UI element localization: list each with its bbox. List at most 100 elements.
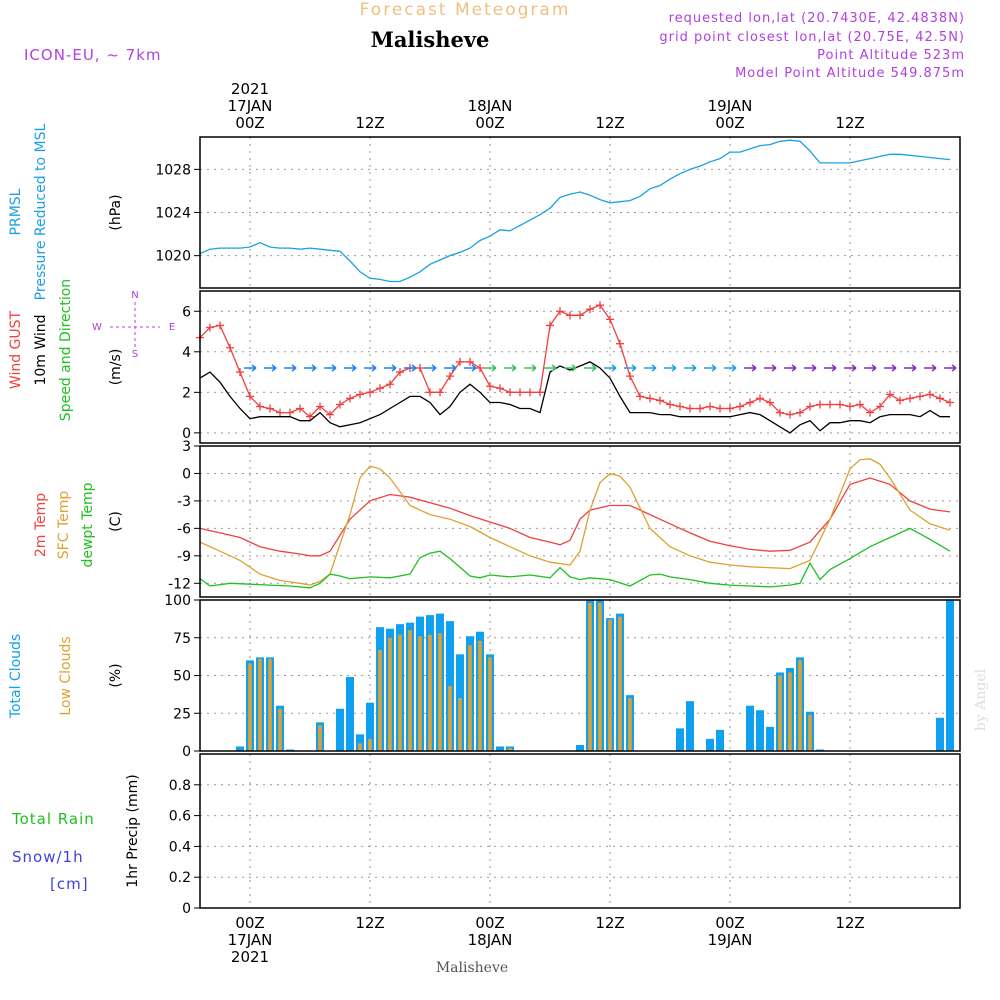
gust-marker [466, 357, 474, 366]
low-cloud-bar [268, 658, 272, 751]
gust-marker [386, 380, 394, 389]
panel-title-line: PRMSL [8, 188, 24, 235]
gust-marker [616, 339, 624, 348]
gust-marker [836, 400, 844, 409]
gust-marker [926, 390, 934, 399]
gust-marker [656, 396, 664, 405]
footer-location: Malisheve [436, 960, 508, 976]
gust-marker [336, 400, 344, 409]
time-axis-label: 12Z [595, 114, 624, 132]
gust-marker [396, 368, 404, 377]
gust-marker [376, 384, 384, 393]
gust-marker [206, 323, 214, 332]
gust-marker [346, 394, 354, 403]
series-line-dewpt-temp [199, 527, 951, 589]
gust-marker [866, 408, 874, 417]
gust-marker [446, 372, 454, 381]
wind-direction-arrow [344, 364, 357, 372]
gust-marker [686, 404, 694, 413]
wind-direction-arrow [844, 364, 857, 372]
gust-marker [576, 311, 584, 320]
wind-direction-arrow [824, 364, 837, 372]
credit-watermark: by Angel [973, 668, 989, 731]
low-cloud-bar [798, 660, 802, 751]
series-line-wind-gust [199, 304, 951, 418]
total-cloud-bar [356, 734, 364, 751]
y-tick-label: 0 [182, 901, 191, 917]
gust-marker [276, 408, 284, 417]
y-axis-label: (hPa) [108, 194, 124, 230]
meteogram-title: Forecast Meteogram [360, 0, 571, 20]
gust-marker [946, 398, 954, 407]
low-cloud-bar [508, 747, 512, 751]
y-tick-label: 4 [182, 345, 191, 361]
wind-direction-arrow [244, 364, 257, 372]
time-axis-label: 17JAN [228, 97, 273, 115]
y-tick-label: 0.8 [169, 778, 191, 794]
time-axis-label: 19JAN [708, 931, 753, 949]
wind-compass: N S W E [92, 290, 175, 360]
gust-marker [886, 390, 894, 399]
time-axis-label: 00Z [475, 114, 504, 132]
low-cloud-bar [428, 634, 432, 751]
y-tick-label: 2 [182, 385, 191, 401]
panel-title-line: Low Clouds [58, 636, 74, 715]
y-tick-label: 25 [173, 706, 191, 722]
time-axis-label: 00Z [235, 114, 264, 132]
time-axis-label: 00Z [715, 914, 744, 932]
gust-marker [626, 372, 634, 381]
low-cloud-bar [608, 619, 612, 751]
gust-marker [456, 357, 464, 366]
wind-direction-arrow [364, 364, 377, 372]
low-cloud-bar [258, 658, 262, 751]
wind-direction-arrow [724, 364, 737, 372]
gust-marker [706, 402, 714, 411]
gust-marker [266, 404, 274, 413]
wind-direction-arrow [484, 364, 497, 372]
low-cloud-bar [788, 672, 792, 751]
precip-legend-cm: [cm] [50, 875, 89, 893]
gust-marker [826, 400, 834, 409]
low-cloud-bar [418, 636, 422, 751]
low-cloud-bar [408, 630, 412, 751]
wind-direction-arrow [804, 364, 817, 372]
low-cloud-bar [488, 657, 492, 751]
wind-direction-arrow [544, 364, 557, 372]
panel-title-line: SFC Temp [56, 491, 72, 560]
wind-direction-arrow [904, 364, 917, 372]
low-cloud-bar [398, 634, 402, 751]
gust-marker [766, 398, 774, 407]
time-axis-label: 12Z [835, 914, 864, 932]
low-cloud-bar [628, 698, 632, 751]
gust-marker [286, 408, 294, 417]
gust-marker [736, 402, 744, 411]
time-axis-label: 00Z [235, 914, 264, 932]
total-cloud-bar [946, 600, 954, 751]
y-tick-label: 1024 [155, 206, 191, 222]
wind-direction-arrow [444, 364, 457, 372]
y-tick-label: 0 [182, 426, 191, 442]
total-cloud-bar [746, 705, 754, 751]
low-cloud-bar [458, 698, 462, 751]
gust-marker [846, 402, 854, 411]
y-tick-label: 50 [173, 669, 191, 685]
precip-legend-snow: Snow/1h [12, 848, 84, 866]
wind-direction-arrow [524, 364, 537, 372]
low-cloud-bar [598, 603, 602, 751]
precip-legend-rain: Total Rain [11, 810, 95, 828]
panel-title-line: Total Clouds [8, 634, 24, 719]
low-cloud-bar [778, 675, 782, 751]
model-label: ICON-EU, ~ 7km [24, 46, 162, 64]
precip-panel: 0 0.2 0.4 0.6 0.8 1hr Precip (mm) [125, 753, 961, 917]
precip-legend: Total Rain Snow/1h [cm] [11, 810, 95, 893]
gust-marker [486, 382, 494, 391]
wind-direction-arrow [784, 364, 797, 372]
wind-direction-arrow [504, 364, 517, 372]
gust-marker [236, 368, 244, 377]
wind-direction-arrow [764, 364, 777, 372]
total-cloud-bar [706, 738, 714, 751]
gust-marker [476, 364, 484, 373]
y-axis-label: (%) [108, 663, 124, 687]
compass-e: E [169, 322, 175, 333]
compass-w: W [92, 322, 102, 333]
